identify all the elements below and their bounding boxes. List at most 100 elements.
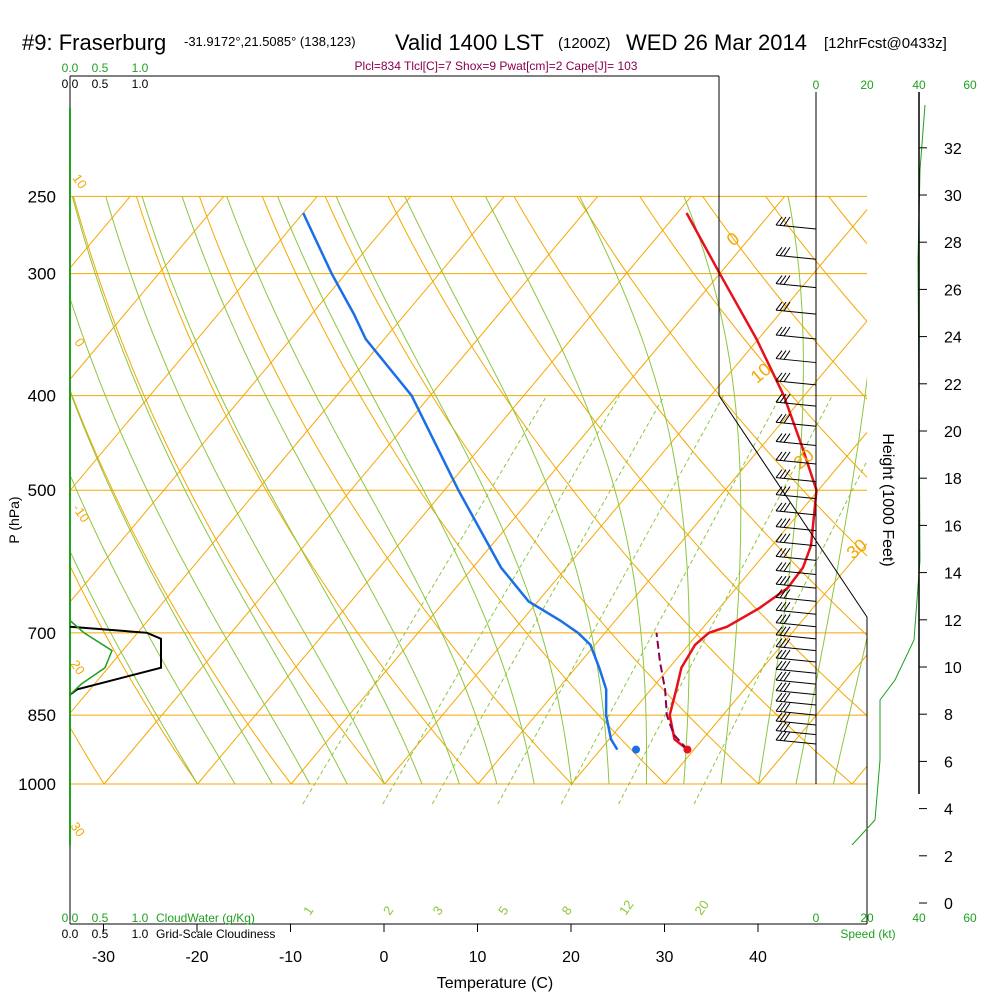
- moist-adiabat-line: [795, 376, 867, 785]
- wind-barb-flag: [779, 626, 787, 636]
- cloudwater-curve: [69, 619, 113, 696]
- wind-barb-flag: [775, 692, 783, 702]
- x-axis-title: Temperature (C): [437, 975, 553, 992]
- wind-barb-flag: [779, 712, 787, 722]
- temperature-tick-label: 30: [656, 949, 674, 966]
- isotherm-line: [103, 196, 599, 785]
- height-tick-label: 22: [944, 377, 962, 394]
- parcel-line: [655, 632, 689, 751]
- wind-barb-flag: [775, 638, 783, 647]
- isotherm-line: [70, 196, 225, 381]
- wind-barb-flag: [783, 486, 791, 496]
- wind-barb: [775, 526, 817, 532]
- height-tick-label: 24: [944, 330, 962, 347]
- cloudiness-bottom-tick-label: 0.5: [92, 927, 109, 941]
- temperature-tick-label: 0: [380, 949, 389, 966]
- wind-barb: [775, 622, 817, 628]
- wind-barb: [775, 700, 817, 706]
- wind-barb-flag: [779, 216, 787, 226]
- speed-top-tick-label: 40: [912, 78, 926, 92]
- wind-barb-flag: [783, 626, 791, 636]
- dry-adiabat-line: [73, 196, 385, 785]
- moist-adiabat-line: [579, 196, 690, 785]
- wind-barb-flag: [775, 486, 783, 495]
- mixing-ratio-line: [693, 459, 867, 805]
- speed-top-tick-label: 0: [813, 78, 820, 92]
- wind-barb: [775, 380, 817, 386]
- wind-barb-flag: [783, 638, 791, 648]
- wind-barb-flag: [775, 682, 783, 691]
- wind-barb-flag: [775, 702, 783, 712]
- wind-barb-flag: [783, 548, 791, 558]
- pressure-tick-label: 1000: [18, 775, 56, 794]
- wind-barb-flag: [775, 575, 783, 585]
- height-tick-label: 30: [944, 188, 962, 205]
- wind-barb-flag: [779, 502, 787, 512]
- mixing-ratio-label: 2: [380, 903, 396, 918]
- moist-adiabat-line: [485, 196, 648, 784]
- mixing-ratio-line: [302, 395, 548, 805]
- mixing-ratio-label: 12: [616, 897, 637, 917]
- moist-adiabat-line: [758, 196, 804, 785]
- wind-barb-flag: [779, 486, 787, 496]
- wind-barb-flag: [779, 575, 787, 585]
- wind-barb-flag: [779, 413, 787, 423]
- station-coords: -31.9172°,21.5085° (138,123): [184, 34, 356, 49]
- cloudiness-top-tick-label: 0.5: [92, 77, 109, 91]
- height-tick-label: 16: [944, 518, 962, 535]
- wind-barb-flag: [775, 433, 783, 442]
- dry-adiabat-line: [513, 196, 867, 637]
- moist-adiabat-line: [70, 390, 273, 785]
- isotherm-line: [197, 196, 692, 785]
- temperature-tick-label: -10: [279, 949, 302, 966]
- wind-barb-flag: [775, 469, 783, 478]
- dewpoint-line: [302, 212, 619, 751]
- wind-barb-flag: [783, 702, 791, 713]
- wind-barb: [775, 254, 817, 260]
- moist-adiabat-line: [335, 196, 573, 785]
- wind-barb-flag: [775, 589, 783, 598]
- moist-adiabat-line: [226, 196, 498, 785]
- dry-adiabat-line: [324, 196, 759, 785]
- wind-barb: [775, 477, 817, 483]
- cloudiness-top-tick-label: 1.0: [132, 77, 149, 91]
- speed-bottom-tick-label: 20: [860, 911, 874, 925]
- cloudwater-bottom-tick-label: 0.5: [92, 911, 109, 925]
- wind-barb-flag: [775, 301, 783, 311]
- wind-barb-flag: [783, 682, 791, 692]
- wind-barb-flag: [775, 247, 783, 256]
- height-tick-label: 10: [944, 660, 962, 677]
- mixing-ratio-label: 1: [300, 903, 316, 918]
- mixing-ratio-line: [560, 395, 782, 805]
- wind-barb-flag: [783, 731, 791, 742]
- mixing-ratio-label: 3: [430, 903, 446, 918]
- wind-barb-flag: [783, 433, 791, 443]
- right-boundary-line: [718, 395, 868, 924]
- mixing-ratio-label: 20: [691, 897, 712, 917]
- wind-barb-flag: [783, 518, 791, 528]
- wind-barb-flag: [783, 601, 791, 612]
- wind-barb-flag: [783, 575, 791, 586]
- wind-barb: [775, 739, 817, 745]
- wind-barb: [775, 583, 817, 589]
- isotherm-line: [290, 196, 786, 785]
- height-tick-label: 26: [944, 282, 962, 299]
- wind-barb: [775, 459, 817, 465]
- pressure-tick-label: 400: [28, 387, 56, 406]
- moist-adiabat-line: [71, 196, 348, 785]
- wind-barb: [775, 334, 817, 340]
- station-title: #9: Fraserburg: [22, 30, 166, 55]
- wind-barb-flag: [779, 548, 787, 558]
- indices-line: Plcl=834 Tlcl[C]=7 Shox=9 Pwat[cm]=2 Cap…: [355, 59, 638, 73]
- cloudiness-top-tick-label: 0.0: [62, 77, 79, 91]
- wind-barb-flag: [779, 326, 787, 336]
- wind-barb-flag: [779, 601, 787, 611]
- wind-barb-flag: [775, 533, 783, 543]
- moist-adiabat-line: [277, 196, 535, 785]
- wind-barb-flag: [775, 326, 783, 336]
- height-tick-label: 18: [944, 471, 962, 488]
- isotherm-line: [571, 431, 867, 785]
- moist-adiabat-line: [683, 196, 742, 785]
- forecast-date: WED 26 Mar 2014: [626, 30, 807, 55]
- wind-barb: [775, 283, 817, 289]
